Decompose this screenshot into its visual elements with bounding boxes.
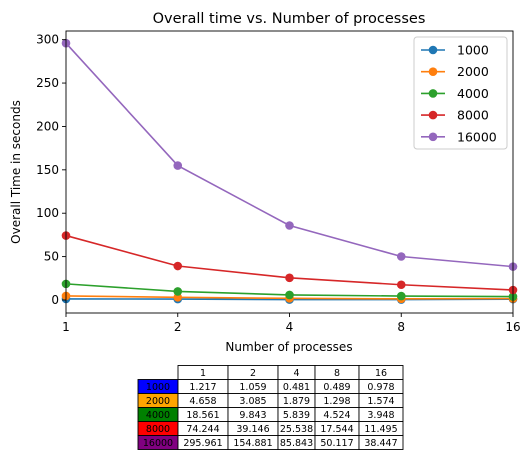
legend-marker-8000	[428, 110, 438, 120]
data-point-8000-2	[173, 261, 183, 271]
table-cell-value: 3.948	[367, 410, 394, 421]
data-point-16000-2	[173, 161, 183, 170]
table-row-label: 8000	[146, 424, 170, 435]
x-axis-label: Number of processes	[225, 340, 352, 354]
table-cell-value: 0.978	[367, 382, 394, 393]
legend-label-2000: 2000	[457, 64, 489, 79]
data-point-16000-8	[396, 252, 406, 261]
table-cell-value: 4.524	[323, 410, 350, 421]
table-cell	[358, 435, 404, 450]
table-cell-value: 74.244	[186, 424, 219, 435]
table-row-label: 2000	[146, 396, 170, 407]
table-cell-value: 0.481	[283, 382, 310, 393]
x-tick-label: 16	[505, 320, 520, 334]
x-tick-label: 2	[174, 320, 182, 334]
y-tick-label: 150	[36, 163, 59, 177]
legend-label-16000: 16000	[457, 129, 497, 144]
legend-label-1000: 1000	[457, 43, 489, 58]
y-tick-label: 200	[36, 119, 59, 133]
data-point-16000-4	[285, 221, 294, 230]
data-point-4000-2	[173, 287, 183, 296]
legend-label-4000: 4000	[457, 86, 489, 101]
table-cell-value: 38.447	[364, 438, 397, 449]
table-cell-value: 18.561	[186, 410, 219, 421]
chart-title: Overall time vs. Number of processes	[153, 11, 426, 27]
table-header-label: 16	[375, 368, 387, 379]
table-header-label: 8	[334, 368, 340, 379]
legend-marker-16000	[428, 132, 438, 142]
table-cell-value: 3.085	[239, 396, 266, 407]
table-cell-value: 17.544	[320, 424, 353, 435]
table-row-label: 1000	[146, 382, 170, 393]
y-axis-label: Overall Time in seconds	[9, 100, 23, 244]
table-cell-value: 11.495	[364, 424, 397, 435]
table-cell-value: 85.843	[280, 438, 313, 449]
y-tick-label: 100	[36, 206, 59, 220]
x-tick-label: 8	[397, 320, 405, 334]
table-header-label: 4	[293, 368, 299, 379]
legend: 1000 2000 4000 8000 16000	[413, 36, 508, 150]
table-header-label: 1	[200, 368, 206, 379]
table-cell-value: 4.658	[189, 396, 216, 407]
table-header-label: 2	[250, 368, 256, 379]
data-point-4000-4	[285, 290, 294, 300]
y-tick-label: 0	[51, 293, 59, 307]
table-cell-value: 154.881	[233, 438, 272, 449]
y-tick-label: 300	[36, 33, 59, 47]
table-cell-value: 25.538	[280, 424, 313, 435]
table-cell-value: 1.217	[189, 382, 216, 393]
table-cell-value: 295.961	[183, 438, 222, 449]
x-tick-label: 4	[286, 320, 294, 334]
y-tick-label: 50	[44, 250, 59, 264]
table-row-label: 4000	[146, 410, 170, 421]
table-cell-value: 9.843	[239, 410, 266, 421]
table-cell-value: 0.489	[323, 382, 350, 393]
y-tick-label: 250	[36, 76, 59, 90]
legend-marker-1000	[428, 45, 438, 55]
data-point-8000-4	[285, 273, 294, 283]
table-cell-value: 39.146	[236, 424, 269, 435]
legend-box	[413, 36, 508, 150]
legend-marker-4000	[428, 89, 438, 98]
data-table: 1 2 4 8 16 1000 1.217 1.059 0.481 0.489 0.978 2000 4…	[137, 365, 404, 450]
x-tick-label: 1	[62, 320, 70, 334]
table-cell-value: 1.059	[239, 382, 266, 393]
legend-marker-2000	[428, 67, 438, 76]
table-row-label: 16000	[143, 438, 173, 449]
table-cell-value: 50.117	[320, 438, 353, 449]
data-point-8000-8	[396, 280, 406, 290]
table-cell-value: 5.839	[283, 410, 310, 421]
legend-label-8000: 8000	[457, 108, 489, 123]
table-cell-value: 1.298	[323, 396, 350, 407]
plot-area: 0 50 100 150 200 250 300 1 2 4 8 16	[36, 30, 521, 334]
data-point-4000-8	[396, 291, 406, 301]
table-cell-value: 1.879	[283, 396, 310, 407]
table-cell-value: 1.574	[367, 396, 394, 407]
